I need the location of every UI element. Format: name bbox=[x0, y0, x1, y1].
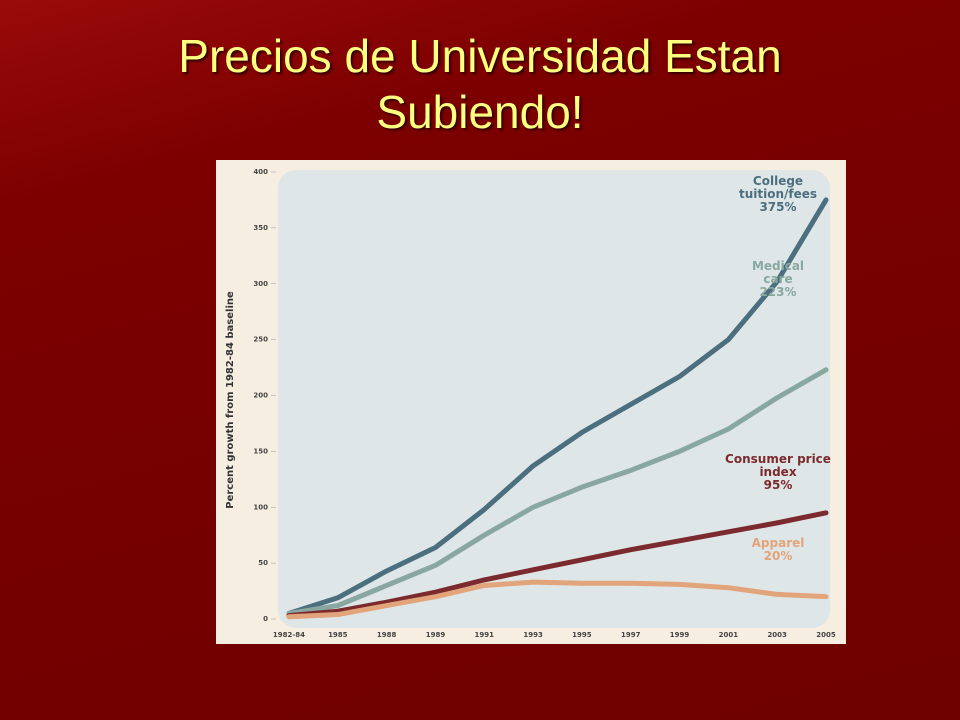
x-tick-label: 1988 bbox=[377, 631, 397, 639]
series-line bbox=[286, 579, 829, 620]
legend-label: College tuition/fees bbox=[738, 173, 818, 201]
y-axis-label: Percent growth from 1982-84 baseline bbox=[225, 291, 236, 509]
legend-label: Consumer price index bbox=[725, 451, 831, 479]
y-tick-label: 50 bbox=[258, 559, 268, 567]
y-tick-label: 300 bbox=[253, 280, 268, 288]
chart: Percent growth from 1982-84 baseline 0 50… bbox=[216, 160, 846, 644]
x-tick-label: 2003 bbox=[767, 631, 787, 639]
value-label: 375% bbox=[759, 199, 797, 214]
series-line bbox=[286, 367, 829, 616]
y-tick-label: 250 bbox=[253, 336, 268, 344]
y-tick-label: 150 bbox=[253, 447, 268, 455]
plot-area bbox=[278, 170, 830, 628]
value-label: 20% bbox=[763, 548, 793, 563]
chart-container: Percent growth from 1982-84 baseline 0 50… bbox=[216, 160, 846, 644]
y-tick-label: 400 bbox=[253, 168, 268, 176]
x-tick-label: 1993 bbox=[523, 631, 543, 639]
x-tick-label: 1999 bbox=[670, 631, 690, 639]
y-tick-label: 200 bbox=[253, 392, 268, 400]
x-tick-label: 2001 bbox=[719, 631, 739, 639]
series-annotation: College tuition/fees 375% bbox=[723, 173, 833, 214]
y-tick-label: 350 bbox=[253, 224, 268, 232]
x-tick-label: 1995 bbox=[572, 631, 592, 639]
x-tick-label: 1989 bbox=[426, 631, 446, 639]
value-label: 95% bbox=[763, 477, 793, 492]
x-tick-label: 1982-84 bbox=[273, 631, 305, 639]
legend-label: Medical care bbox=[751, 258, 805, 286]
y-tick-label: 0 bbox=[263, 615, 268, 623]
slide-title: Precios de Universidad Estan Subiendo! bbox=[178, 30, 782, 138]
x-tick-label: 1991 bbox=[475, 631, 495, 639]
y-tick-label: 100 bbox=[253, 503, 268, 511]
value-label: 223% bbox=[759, 284, 797, 299]
legend-label: Apparel bbox=[751, 535, 805, 550]
series-line bbox=[286, 510, 829, 619]
series-annotation: Medical care 223% bbox=[723, 258, 833, 299]
series-line bbox=[286, 197, 829, 616]
x-tick-label: 1985 bbox=[328, 631, 348, 639]
x-tick-label: 2005 bbox=[816, 631, 836, 639]
x-tick-label: 1997 bbox=[621, 631, 641, 639]
series-annotation: Apparel 20% bbox=[723, 535, 833, 563]
series-annotation: Consumer price index 95% bbox=[723, 451, 833, 492]
